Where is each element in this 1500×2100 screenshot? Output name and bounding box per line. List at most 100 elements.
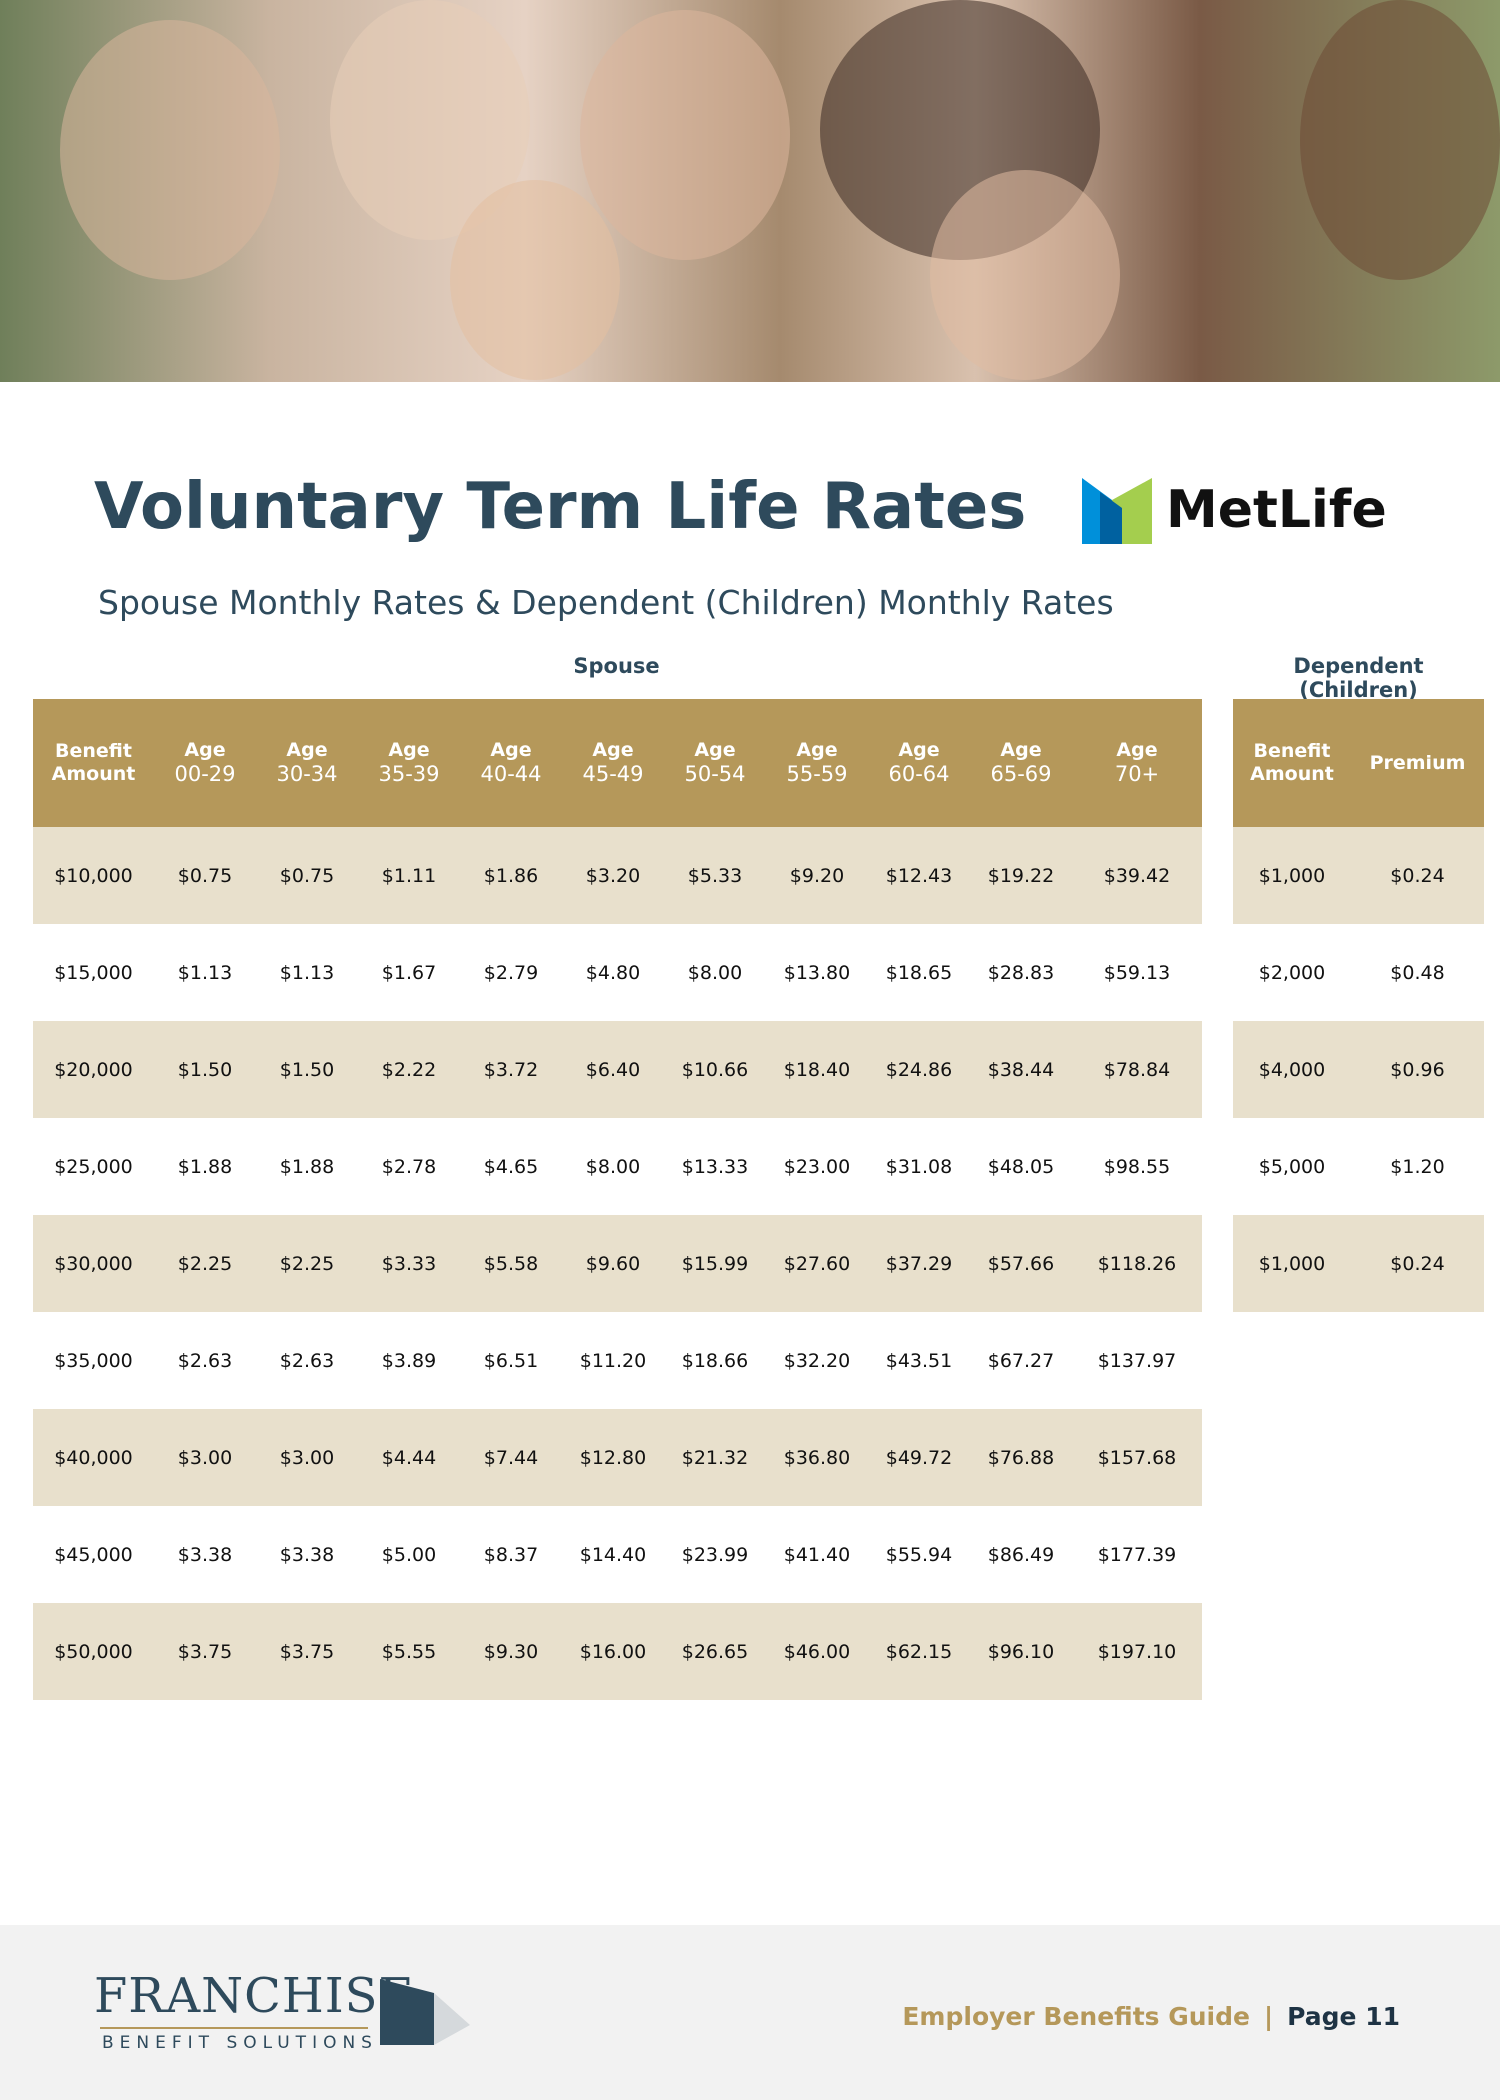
rate-row: $45,000 $3.38 $3.38 $5.00 $8.37 $14.40 $23.99 $… <box>33 1506 1202 1603</box>
rate-cell: $19.22 <box>970 827 1072 924</box>
rate-cell: $1.50 <box>154 1021 256 1118</box>
column-header: Age 55-59 <box>766 699 868 827</box>
column-header: Age 00-29 <box>154 699 256 827</box>
header-line: 50-54 <box>684 761 746 786</box>
rate-cell: $96.10 <box>970 1603 1072 1700</box>
dependent-table: Benefit Amount Premium $1,000 $0.24 $2,000 $0.… <box>1233 699 1484 1312</box>
rate-cell: $4.44 <box>358 1409 460 1506</box>
rate-cell: $48.05 <box>987 1155 1055 1178</box>
rate-cell: $24.86 <box>868 1021 970 1118</box>
header-line: 65-69 <box>990 761 1052 786</box>
rate-cell: $5.58 <box>460 1215 562 1312</box>
header-row: Benefit Amount Age 00-29 Age 30-34 Age 35-39 Age… <box>33 699 1202 827</box>
rate-cell: $20,000 <box>33 1021 154 1118</box>
rate-cell: $25,000 <box>54 1155 133 1178</box>
rate-row: $30,000 $2.25 $2.25 $3.33 $5.58 $9.60 $15.99 $2… <box>33 1215 1202 1312</box>
rate-cell: $1.50 <box>256 1021 358 1118</box>
rate-cell: $5.33 <box>664 827 766 924</box>
footer-guide: Employer Benefits Guide | Page 11 <box>902 2002 1400 2031</box>
header-line: Benefit <box>1253 740 1331 763</box>
header-line: 35-39 <box>378 761 440 786</box>
rate-cell: $9.30 <box>460 1603 562 1700</box>
column-header: Age 60-64 <box>868 699 970 827</box>
rate-row: $15,000 $1.13 $1.13 $1.67 $2.79 $4.80 $8.00 $13… <box>33 924 1202 1021</box>
rate-cell: $12.80 <box>562 1409 664 1506</box>
rate-cell: $1,000 <box>1233 827 1351 924</box>
header-line: 70+ <box>1114 761 1160 786</box>
rate-cell: $36.80 <box>766 1409 868 1506</box>
rate-cell: $177.39 <box>1097 1543 1177 1566</box>
rate-cell: $5.00 <box>381 1543 437 1566</box>
rate-cell: $137.97 <box>1097 1349 1177 1372</box>
rate-cell: $0.75 <box>256 827 358 924</box>
dependent-label: Dependent (Children) <box>1293 654 1424 702</box>
separator: | <box>1263 2002 1274 2031</box>
brand-icon <box>380 1979 470 2045</box>
title: Voluntary Term Life Rates <box>94 470 1027 544</box>
column-header: Age 35-39 <box>358 699 460 827</box>
rate-cell: $32.20 <box>783 1349 851 1372</box>
rate-cell: $1.88 <box>177 1155 233 1178</box>
rate-cell: $41.40 <box>783 1543 851 1566</box>
rate-cell: $78.84 <box>1072 1021 1202 1118</box>
header-line: 40-44 <box>480 761 542 786</box>
rate-cell: $2.79 <box>483 961 539 984</box>
rate-cell: $3.72 <box>460 1021 562 1118</box>
rate-cell: $49.72 <box>868 1409 970 1506</box>
column-header: Age 50-54 <box>664 699 766 827</box>
rate-cell: $57.66 <box>970 1215 1072 1312</box>
rate-cell: $1.11 <box>358 827 460 924</box>
rate-cell: $98.55 <box>1103 1155 1171 1178</box>
header-line: Amount <box>1250 763 1334 785</box>
rate-cell: $55.94 <box>885 1543 953 1566</box>
column-header: Age 70+ <box>1072 699 1202 827</box>
rate-cell: $23.99 <box>681 1543 749 1566</box>
header-line: 45-49 <box>582 761 644 786</box>
rate-cell: $1.20 <box>1390 1155 1445 1178</box>
rate-cell: $38.44 <box>970 1021 1072 1118</box>
rate-cell: $7.44 <box>460 1409 562 1506</box>
rate-cell: $62.15 <box>868 1603 970 1700</box>
header-line: Age <box>388 739 430 761</box>
rate-cell: $2,000 <box>1258 961 1326 984</box>
rate-cell: $1.13 <box>279 961 335 984</box>
column-header: Benefit Amount <box>33 699 154 827</box>
rate-cell: $59.13 <box>1103 961 1171 984</box>
header-line: 55-59 <box>786 761 848 786</box>
rate-cell: $67.27 <box>987 1349 1055 1372</box>
rate-cell: $30,000 <box>33 1215 154 1312</box>
header-line: Age <box>694 739 736 761</box>
rate-cell: $6.51 <box>483 1349 539 1372</box>
rate-row: $50,000 $3.75 $3.75 $5.55 $9.30 $16.00 $26.65 $… <box>33 1603 1202 1700</box>
rate-row: $5,000 $1.20 <box>1233 1118 1484 1215</box>
rate-cell: $21.32 <box>664 1409 766 1506</box>
rate-cell: $23.00 <box>783 1155 851 1178</box>
header-line: Amount <box>51 763 136 785</box>
rate-cell: $13.80 <box>783 961 851 984</box>
header-line: Age <box>796 739 838 761</box>
rate-cell: $18.65 <box>885 961 953 984</box>
rate-cell: $1.88 <box>279 1155 335 1178</box>
metlife-icon <box>1082 478 1152 544</box>
header-line: Benefit <box>55 740 132 763</box>
rate-cell: $3.38 <box>177 1543 233 1566</box>
header-line: 30-34 <box>276 761 338 786</box>
header-line: 60-64 <box>888 761 950 786</box>
header-line: 00-29 <box>174 761 236 786</box>
rate-cell: $10.66 <box>664 1021 766 1118</box>
rate-cell: $12.43 <box>868 827 970 924</box>
rate-cell: $8.00 <box>585 1155 641 1178</box>
header-line: Age <box>592 739 634 761</box>
rate-row: $35,000 $2.63 $2.63 $3.89 $6.51 $11.20 $18.66 $… <box>33 1312 1202 1409</box>
column-header: Age 65-69 <box>970 699 1072 827</box>
rate-cell: $2.25 <box>256 1215 358 1312</box>
column-header: Age 30-34 <box>256 699 358 827</box>
rate-cell: $15,000 <box>54 961 133 984</box>
guide-title: Employer Benefits Guide <box>902 2002 1250 2031</box>
rate-cell: $5,000 <box>1258 1155 1326 1178</box>
rate-cell: $0.24 <box>1351 1215 1484 1312</box>
footer <box>0 1925 1500 2100</box>
page-number: Page 11 <box>1287 2002 1400 2031</box>
rate-cell: $46.00 <box>766 1603 868 1700</box>
